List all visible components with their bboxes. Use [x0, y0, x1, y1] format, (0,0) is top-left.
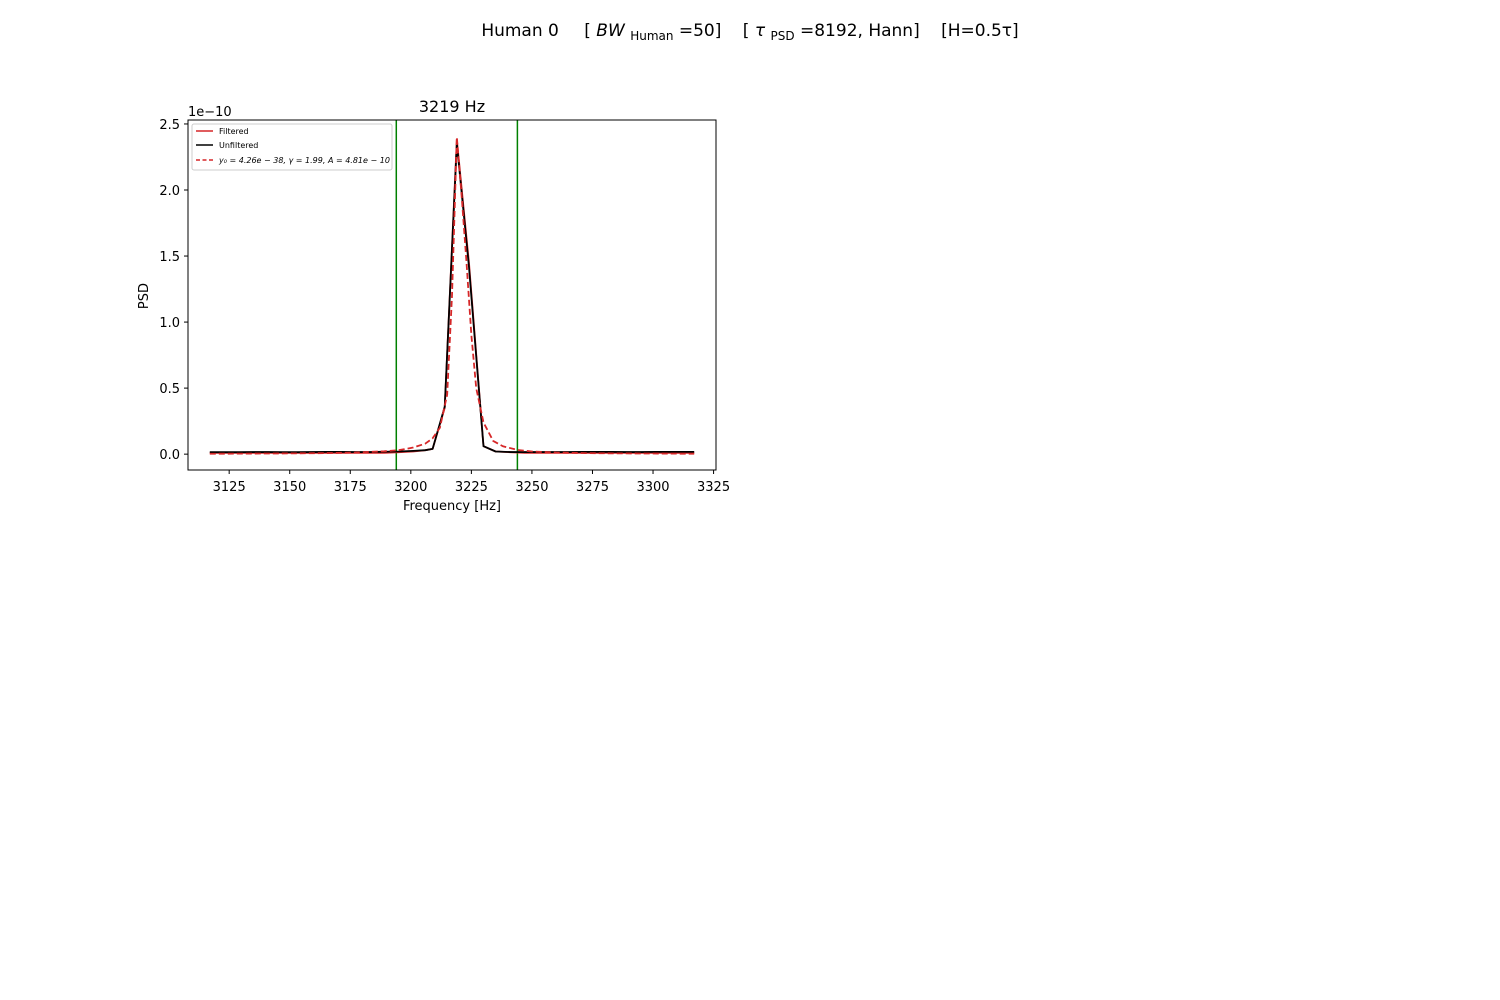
x-tick-label: 3200	[394, 480, 427, 495]
legend-label-filtered: Filtered	[219, 127, 249, 136]
legend-label-fit: y₀ = 4.26e − 38, γ = 1.99, A = 4.81e − 1…	[218, 156, 390, 165]
x-tick-label: 3275	[576, 480, 609, 495]
series-line-unfiltered	[209, 142, 695, 454]
y-tick-label: 0.5	[159, 382, 180, 397]
suptitle-bw-sub: Human	[630, 29, 673, 43]
suptitle-bw-value: =50]	[679, 21, 722, 41]
suptitle-tau-sub: PSD	[771, 29, 795, 43]
suptitle-tau-open: [	[743, 21, 750, 41]
x-ticks: 3125 3150 3175 3200 3225 3250 3275 3300 3325	[213, 470, 730, 495]
x-tick-label: 3150	[273, 480, 306, 495]
x-tick-label: 3175	[334, 480, 367, 495]
plot-frame	[187, 119, 717, 471]
legend-label-unfiltered: Unfiltered	[219, 141, 258, 150]
suptitle-bw-open: [	[584, 21, 591, 41]
y-tick-label: 1.0	[159, 316, 180, 331]
x-tick-label: 3125	[213, 480, 246, 495]
y-ticks: 0.0 0.5 1.0 1.5 2.0 2.5	[159, 118, 188, 463]
legend: Filtered Unfiltered y₀ = 4.26e − 38, γ =…	[191, 123, 393, 171]
y-tick-label: 2.0	[159, 184, 180, 199]
y-tick-label: 1.5	[159, 250, 180, 265]
x-tick-label: 3300	[636, 480, 669, 495]
suptitle-tau-symbol: τ	[755, 21, 766, 41]
suptitle-prefix: Human 0	[481, 21, 559, 41]
x-tick-label: 3225	[455, 480, 488, 495]
suptitle-h-part: [H=0.5τ]	[941, 21, 1019, 41]
y-tick-label: 2.5	[159, 118, 180, 133]
band-lines	[395, 120, 519, 470]
y-tick-label: 0.0	[159, 448, 180, 463]
suptitle-tau-value: =8192, Hann]	[800, 21, 920, 41]
chart-title: 3219 Hz	[419, 97, 485, 116]
x-tick-label: 3325	[697, 480, 730, 495]
y-axis-label: PSD	[137, 283, 152, 309]
figure-suptitle: Human 0 [ BW Human =50] [ τ PSD =8192, H…	[481, 21, 1018, 45]
x-tick-label: 3250	[515, 480, 548, 495]
series-line-fit	[209, 136, 695, 455]
suptitle-bw-symbol: BW	[596, 21, 626, 41]
legend-box	[191, 123, 393, 171]
y-offset-label: 1e−10	[188, 105, 232, 120]
series-layer	[209, 136, 695, 455]
x-axis-label: Frequency [Hz]	[403, 499, 501, 514]
